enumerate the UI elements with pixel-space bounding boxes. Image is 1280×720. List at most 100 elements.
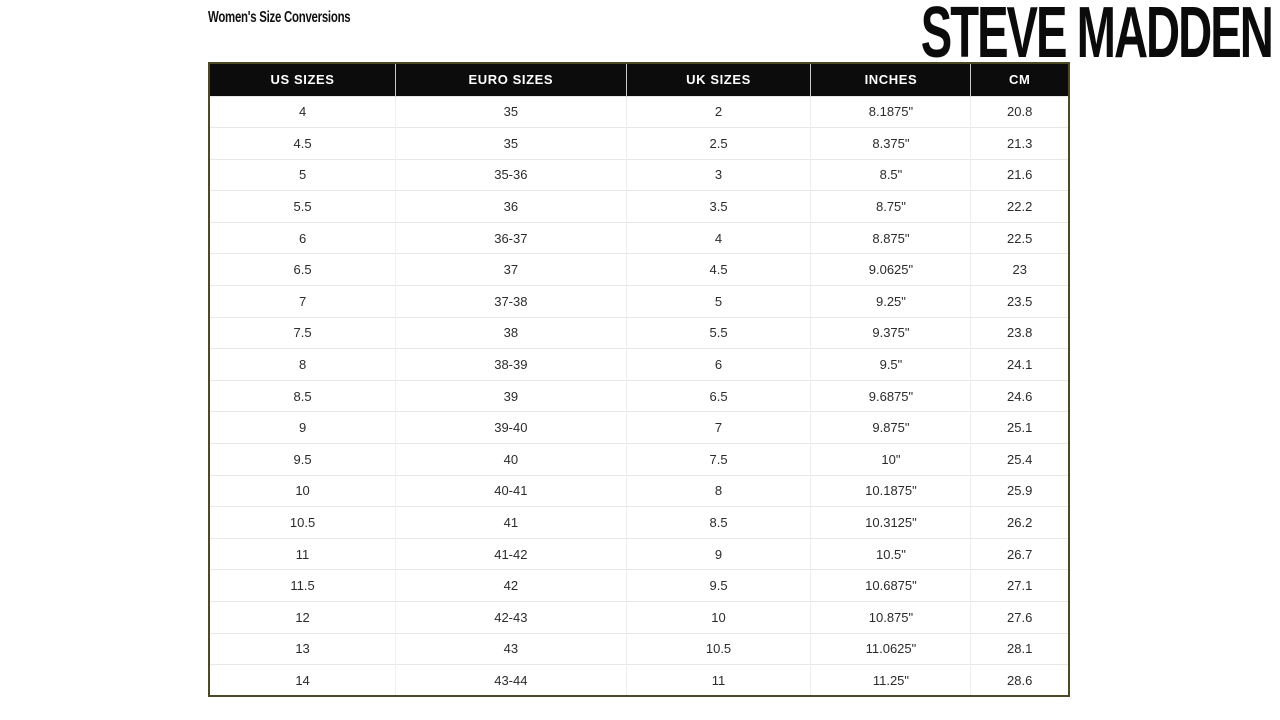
table-cell: 10.875"	[810, 601, 971, 634]
table-cell: 4.5	[209, 127, 396, 160]
table-cell: 25.1	[970, 411, 1069, 444]
table-row: 14 43-44 11 11.25" 28.6	[209, 664, 1069, 697]
table-cell: 2	[625, 95, 811, 128]
table-row: 8 38-39 6 9.5" 24.1	[209, 348, 1069, 381]
table-cell: 37	[395, 253, 627, 286]
table-cell: 28.1	[970, 632, 1069, 665]
table-cell: 41	[395, 506, 627, 539]
table-row: 12 42-43 10 10.875" 27.6	[209, 601, 1069, 634]
table-cell: 9.6875"	[810, 379, 971, 412]
size-conversion-table: US SIZES EURO SIZES UK SIZES INCHES CM 4…	[208, 62, 1070, 698]
table-cell: 10	[209, 474, 396, 507]
table-cell: 7.5	[209, 316, 396, 349]
table-row: 9.5 40 7.5 10" 25.4	[209, 443, 1069, 476]
column-header-euro-sizes: EURO SIZES	[395, 63, 627, 96]
table-header: US SIZES EURO SIZES UK SIZES INCHES CM	[209, 63, 1069, 96]
table-cell: 10	[625, 601, 811, 634]
table-cell: 38	[395, 316, 627, 349]
table-cell: 6.5	[625, 379, 811, 412]
table-cell: 25.4	[970, 443, 1069, 476]
table-cell: 3	[625, 158, 811, 191]
table-cell: 40	[395, 443, 627, 476]
table-cell: 7	[625, 411, 811, 444]
table-cell: 11	[625, 664, 811, 697]
table-cell: 8.375"	[810, 127, 971, 160]
table-cell: 22.2	[970, 190, 1069, 223]
table-row: 5 35-36 3 8.5" 21.6	[209, 158, 1069, 191]
table-cell: 39	[395, 379, 627, 412]
table-cell: 27.6	[970, 601, 1069, 634]
table-cell: 6	[625, 348, 811, 381]
table-cell: 8	[209, 348, 396, 381]
table-cell: 9	[625, 537, 811, 570]
table-row: 13 43 10.5 11.0625" 28.1	[209, 632, 1069, 665]
table-cell: 7	[209, 285, 396, 318]
table-cell: 43	[395, 632, 627, 665]
table-row: 6.5 37 4.5 9.0625" 23	[209, 253, 1069, 286]
table-cell: 28.6	[970, 664, 1069, 697]
table-row: 6 36-37 4 8.875" 22.5	[209, 221, 1069, 254]
table-row: 7.5 38 5.5 9.375" 23.8	[209, 316, 1069, 349]
table-cell: 4.5	[625, 253, 811, 286]
table-cell: 41-42	[395, 537, 627, 570]
table-cell: 9.25"	[810, 285, 971, 318]
table-cell: 8.75"	[810, 190, 971, 223]
table-cell: 4	[209, 95, 396, 128]
table-cell: 36-37	[395, 221, 627, 254]
table-cell: 5.5	[625, 316, 811, 349]
table-cell: 20.8	[970, 95, 1069, 128]
table-cell: 3.5	[625, 190, 811, 223]
table-cell: 11.5	[209, 569, 396, 602]
size-conversion-table-container: US SIZES EURO SIZES UK SIZES INCHES CM 4…	[208, 62, 1070, 698]
table-body: 4 35 2 8.1875" 20.8 4.5 35 2.5 8.375" 21.3 5 35-36 3…	[209, 95, 1069, 697]
table-cell: 35	[395, 95, 627, 128]
table-cell: 5	[209, 158, 396, 191]
table-cell: 11.25"	[810, 664, 971, 697]
table-cell: 9.375"	[810, 316, 971, 349]
table-cell: 24.6	[970, 379, 1069, 412]
table-cell: 9.875"	[810, 411, 971, 444]
table-cell: 35-36	[395, 158, 627, 191]
column-header-cm: CM	[970, 63, 1069, 96]
table-cell: 4	[625, 221, 811, 254]
table-cell: 9.5"	[810, 348, 971, 381]
column-header-inches: INCHES	[810, 63, 971, 96]
table-cell: 8	[625, 474, 811, 507]
table-cell: 22.5	[970, 221, 1069, 254]
table-cell: 7.5	[625, 443, 811, 476]
table-cell: 39-40	[395, 411, 627, 444]
table-cell: 8.1875"	[810, 95, 971, 128]
table-cell: 8.875"	[810, 221, 971, 254]
table-row: 10 40-41 8 10.1875" 25.9	[209, 474, 1069, 507]
table-cell: 9.0625"	[810, 253, 971, 286]
table-cell: 24.1	[970, 348, 1069, 381]
table-cell: 43-44	[395, 664, 627, 697]
table-cell: 2.5	[625, 127, 811, 160]
table-cell: 12	[209, 601, 396, 634]
table-row: 11.5 42 9.5 10.6875" 27.1	[209, 569, 1069, 602]
table-cell: 6.5	[209, 253, 396, 286]
table-cell: 8.5	[625, 506, 811, 539]
table-cell: 10.5	[209, 506, 396, 539]
table-row: 7 37-38 5 9.25" 23.5	[209, 285, 1069, 318]
table-cell: 6	[209, 221, 396, 254]
table-row: 11 41-42 9 10.5" 26.7	[209, 537, 1069, 570]
table-cell: 9.5	[209, 443, 396, 476]
table-cell: 10.3125"	[810, 506, 971, 539]
table-cell: 23.8	[970, 316, 1069, 349]
table-cell: 25.9	[970, 474, 1069, 507]
table-cell: 26.7	[970, 537, 1069, 570]
table-cell: 10.5	[625, 632, 811, 665]
column-header-uk-sizes: UK SIZES	[625, 63, 811, 96]
column-header-us-sizes: US SIZES	[209, 63, 396, 96]
table-row: 4.5 35 2.5 8.375" 21.3	[209, 127, 1069, 160]
table-row: 5.5 36 3.5 8.75" 22.2	[209, 190, 1069, 223]
table-cell: 23.5	[970, 285, 1069, 318]
table-cell: 9	[209, 411, 396, 444]
table-cell: 27.1	[970, 569, 1069, 602]
table-row: 8.5 39 6.5 9.6875" 24.6	[209, 379, 1069, 412]
table-cell: 35	[395, 127, 627, 160]
table-cell: 21.3	[970, 127, 1069, 160]
table-cell: 9.5	[625, 569, 811, 602]
